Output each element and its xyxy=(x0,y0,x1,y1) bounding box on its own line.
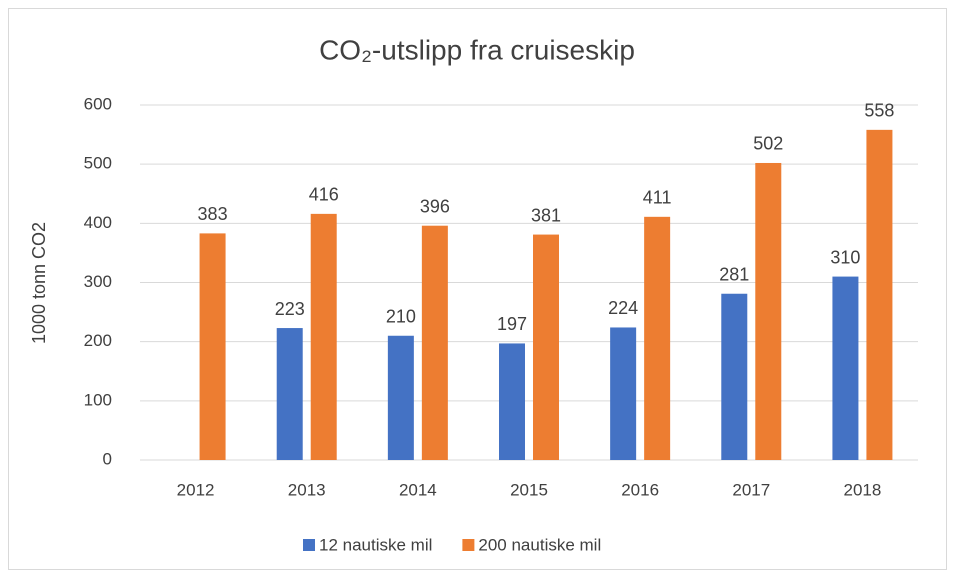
bar xyxy=(832,276,859,460)
bar xyxy=(721,293,748,460)
x-tick-label: 2013 xyxy=(288,480,326,499)
x-tick-label: 2014 xyxy=(399,480,437,499)
y-tick-label: 600 xyxy=(84,94,112,113)
legend-label: 12 nautiske mil xyxy=(319,535,432,554)
y-tick-label: 300 xyxy=(84,272,112,291)
bar xyxy=(421,225,448,460)
bar xyxy=(310,213,337,460)
x-tick-label: 2015 xyxy=(510,480,548,499)
y-tick-label: 500 xyxy=(84,154,112,173)
data-label: 411 xyxy=(643,188,672,208)
x-tick-label: 2012 xyxy=(177,480,215,499)
data-label: 416 xyxy=(309,185,339,205)
data-label: 224 xyxy=(608,298,638,318)
legend-label: 200 nautiske mil xyxy=(478,535,601,554)
bar xyxy=(499,343,525,460)
data-label: 197 xyxy=(497,314,527,334)
y-tick-label: 0 xyxy=(103,449,112,468)
x-tick-label: 2016 xyxy=(621,480,659,499)
bar xyxy=(644,216,671,460)
data-label: 381 xyxy=(531,205,561,225)
data-label: 558 xyxy=(864,101,894,121)
bar xyxy=(755,162,782,460)
y-axis-label: 1000 tonn CO2 xyxy=(29,222,49,344)
bar xyxy=(533,234,559,460)
data-label: 310 xyxy=(830,247,860,267)
chart-title: CO₂-utslipp fra cruiseskip xyxy=(319,34,635,65)
chart-border xyxy=(8,8,947,570)
x-tick-label: 2018 xyxy=(844,480,882,499)
bar xyxy=(866,129,893,460)
data-label: 502 xyxy=(753,134,783,154)
bar xyxy=(199,233,226,460)
data-label: 396 xyxy=(420,196,450,216)
x-tick-label: 2017 xyxy=(732,480,770,499)
y-tick-label: 200 xyxy=(84,331,112,350)
bar xyxy=(387,335,414,460)
legend-swatch xyxy=(462,539,475,551)
bar xyxy=(610,327,637,460)
data-label: 281 xyxy=(719,264,749,284)
data-label: 223 xyxy=(275,299,305,319)
legend-swatch xyxy=(303,539,315,551)
data-label: 210 xyxy=(386,307,416,327)
bar xyxy=(276,328,303,460)
y-tick-label: 400 xyxy=(84,213,112,232)
data-label: 383 xyxy=(198,204,228,224)
y-tick-label: 100 xyxy=(84,390,112,409)
